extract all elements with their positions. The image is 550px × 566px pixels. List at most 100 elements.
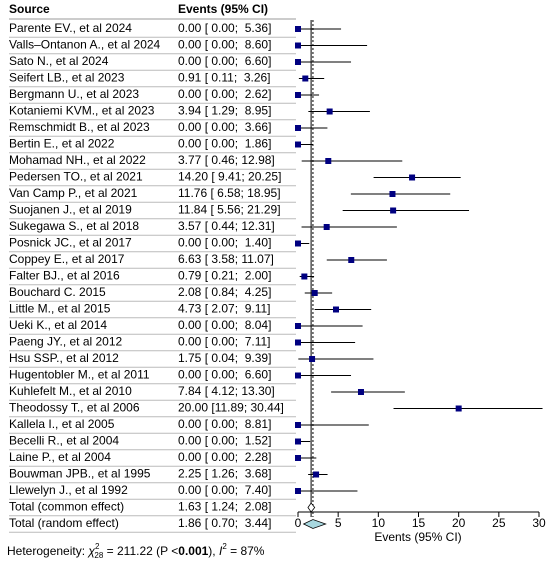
study-ci: 0.00 [ 0.00; 7.11] [178, 335, 271, 349]
het-i: I [219, 544, 223, 558]
x-tick-label: 10 [372, 516, 386, 530]
study-ci: 0.00 [ 0.00; 8.04] [178, 318, 271, 332]
study-ci: 0.00 [ 0.00; 7.40] [178, 483, 271, 497]
study-ci: 3.77 [ 0.46; 12.98] [178, 153, 275, 167]
study-ci: 11.84 [ 5.56; 21.29] [178, 203, 281, 217]
estimate-square [295, 42, 301, 49]
estimate-square [295, 455, 301, 461]
study-name: Kallela I., et al 2005 [9, 417, 115, 431]
estimate-square [309, 356, 316, 362]
study-name: Hugentobler M., et al 2011 [9, 368, 150, 382]
study-ci: 7.84 [ 4.12; 13.30] [178, 384, 275, 398]
estimate-square [325, 158, 332, 164]
het-i-text: = 87% [227, 544, 265, 558]
x-tick-label: 15 [412, 516, 426, 530]
study-name: Becelli R., et al 2004 [9, 434, 119, 448]
study-name: Coppey E., et al 2017 [9, 252, 125, 266]
study-name: Hsu SSP., et al 2012 [9, 351, 119, 365]
study-name: Bouchard C. 2015 [9, 285, 106, 299]
estimate-square [302, 75, 309, 82]
estimate-square [295, 438, 301, 445]
pooled-ci: 1.63 [ 1.24; 2.08] [178, 500, 271, 514]
study-ci: 0.00 [ 0.00; 5.36] [178, 21, 271, 35]
study-name: Sato N., et al 2024 [9, 54, 109, 68]
study-name: Van Camp P., et al 2021 [9, 186, 138, 200]
study-ci: 0.00 [ 0.00; 1.86] [178, 137, 271, 151]
study-ci: 2.08 [ 0.84; 4.25] [178, 285, 271, 299]
estimate-square [295, 488, 301, 494]
estimate-square [323, 224, 330, 230]
study-name: Bouwman JPB., et al 1995 [9, 467, 151, 481]
het-chi-sub: 28 [94, 551, 103, 560]
study-name: Paeng JY., et al 2012 [9, 335, 123, 349]
study-ci: 0.00 [ 0.00; 6.60] [178, 368, 271, 382]
study-ci: 6.63 [ 3.58; 11.07] [178, 252, 274, 266]
estimate-square [332, 306, 339, 313]
estimate-square [295, 26, 301, 32]
estimate-square [295, 372, 301, 379]
x-tick-label: 0 [295, 516, 302, 530]
estimate-square [295, 422, 301, 428]
study-ci: 0.00 [ 0.00; 2.62] [178, 87, 271, 101]
study-name: Pedersen TO., et al 2021 [9, 170, 143, 184]
pooled-diamond [307, 502, 316, 513]
estimate-square [301, 273, 308, 280]
source-header: Source [9, 2, 50, 16]
study-ci: 2.25 [ 1.26; 3.68] [178, 467, 271, 481]
estimate-square [389, 191, 396, 197]
study-ci: 0.00 [ 0.00; 1.52] [178, 434, 271, 448]
study-name: Falter BJ., et al 2016 [9, 269, 120, 283]
estimate-square [311, 290, 318, 296]
study-name: Suojanen J., et al 2019 [9, 203, 132, 217]
study-ci: 4.73 [ 2.07; 9.11] [178, 302, 271, 316]
estimate-square [390, 207, 397, 214]
study-name: Remschmidt B., et al 2023 [9, 120, 150, 134]
estimate-square [295, 92, 301, 98]
study-name: Parente EV., et al 2024 [9, 21, 132, 35]
x-tick-label: 5 [335, 516, 342, 530]
study-name: Kotaniemi KVM., et al 2023 [9, 104, 155, 118]
estimate-square [409, 174, 416, 181]
heterogeneity: Heterogeneity: χ2 28 = 211.22 (P <0.001),… [7, 542, 265, 560]
pooled-ci: 1.86 [ 0.70; 3.44] [178, 516, 271, 530]
het-chi: χ [87, 544, 95, 558]
estimate-square [348, 257, 355, 263]
study-ci: 0.00 [ 0.00; 1.40] [178, 236, 271, 250]
study-name: Ueki K., et al 2014 [9, 318, 107, 332]
study-ci: 3.94 [ 1.29; 8.95] [178, 104, 271, 118]
study-name: Laine P., et al 2004 [9, 450, 111, 464]
study-name: Bergmann U., et al 2023 [9, 87, 139, 101]
study-name: Valls–Ontanon A., et al 2024 [9, 38, 161, 52]
estimate-square [455, 405, 462, 412]
estimate-square [326, 108, 333, 115]
study-name: Llewelyn J., et al 1992 [9, 483, 128, 497]
ci-header: Events (95% CI) [178, 2, 268, 16]
study-ci: 0.00 [ 0.00; 6.60] [178, 54, 271, 68]
study-name: Theodossy T., et al 2006 [9, 401, 140, 415]
x-tick-label: 20 [452, 516, 466, 530]
study-name: Bertin E., et al 2022 [9, 137, 115, 151]
het-chi-sup: 2 [95, 542, 100, 551]
study-name: Mohamad NH., et al 2022 [9, 153, 146, 167]
x-tick-label: 25 [492, 516, 506, 530]
study-ci: 3.57 [ 0.44; 12.31] [178, 219, 275, 233]
het-chi-text: = 211.22 (P < [103, 544, 178, 558]
study-ci: 0.91 [ 0.11; 3.26] [178, 71, 271, 85]
pooled-name: Total (random effect) [9, 516, 119, 530]
study-ci: 11.76 [ 6.58; 18.95] [178, 186, 281, 200]
study-name: Sukegawa S., et al 2018 [9, 219, 139, 233]
estimate-square [295, 59, 301, 65]
study-ci: 0.00 [ 0.00; 8.60] [178, 38, 271, 52]
study-ci: 0.00 [ 0.00; 2.28] [178, 450, 271, 464]
estimate-square [295, 125, 301, 131]
study-ci: 1.75 [ 0.04; 9.39] [178, 351, 271, 365]
estimate-square [295, 240, 301, 247]
estimate-square [295, 323, 301, 329]
pooled-diamond [302, 519, 327, 529]
het-i-sup: 2 [222, 542, 227, 551]
study-ci: 0.79 [ 0.21; 2.00] [178, 269, 271, 283]
study-name: Little M., et al 2015 [9, 302, 111, 316]
het-p: 0.001 [178, 544, 208, 558]
study-name: Kuhlefelt M., et al 2010 [9, 384, 132, 398]
